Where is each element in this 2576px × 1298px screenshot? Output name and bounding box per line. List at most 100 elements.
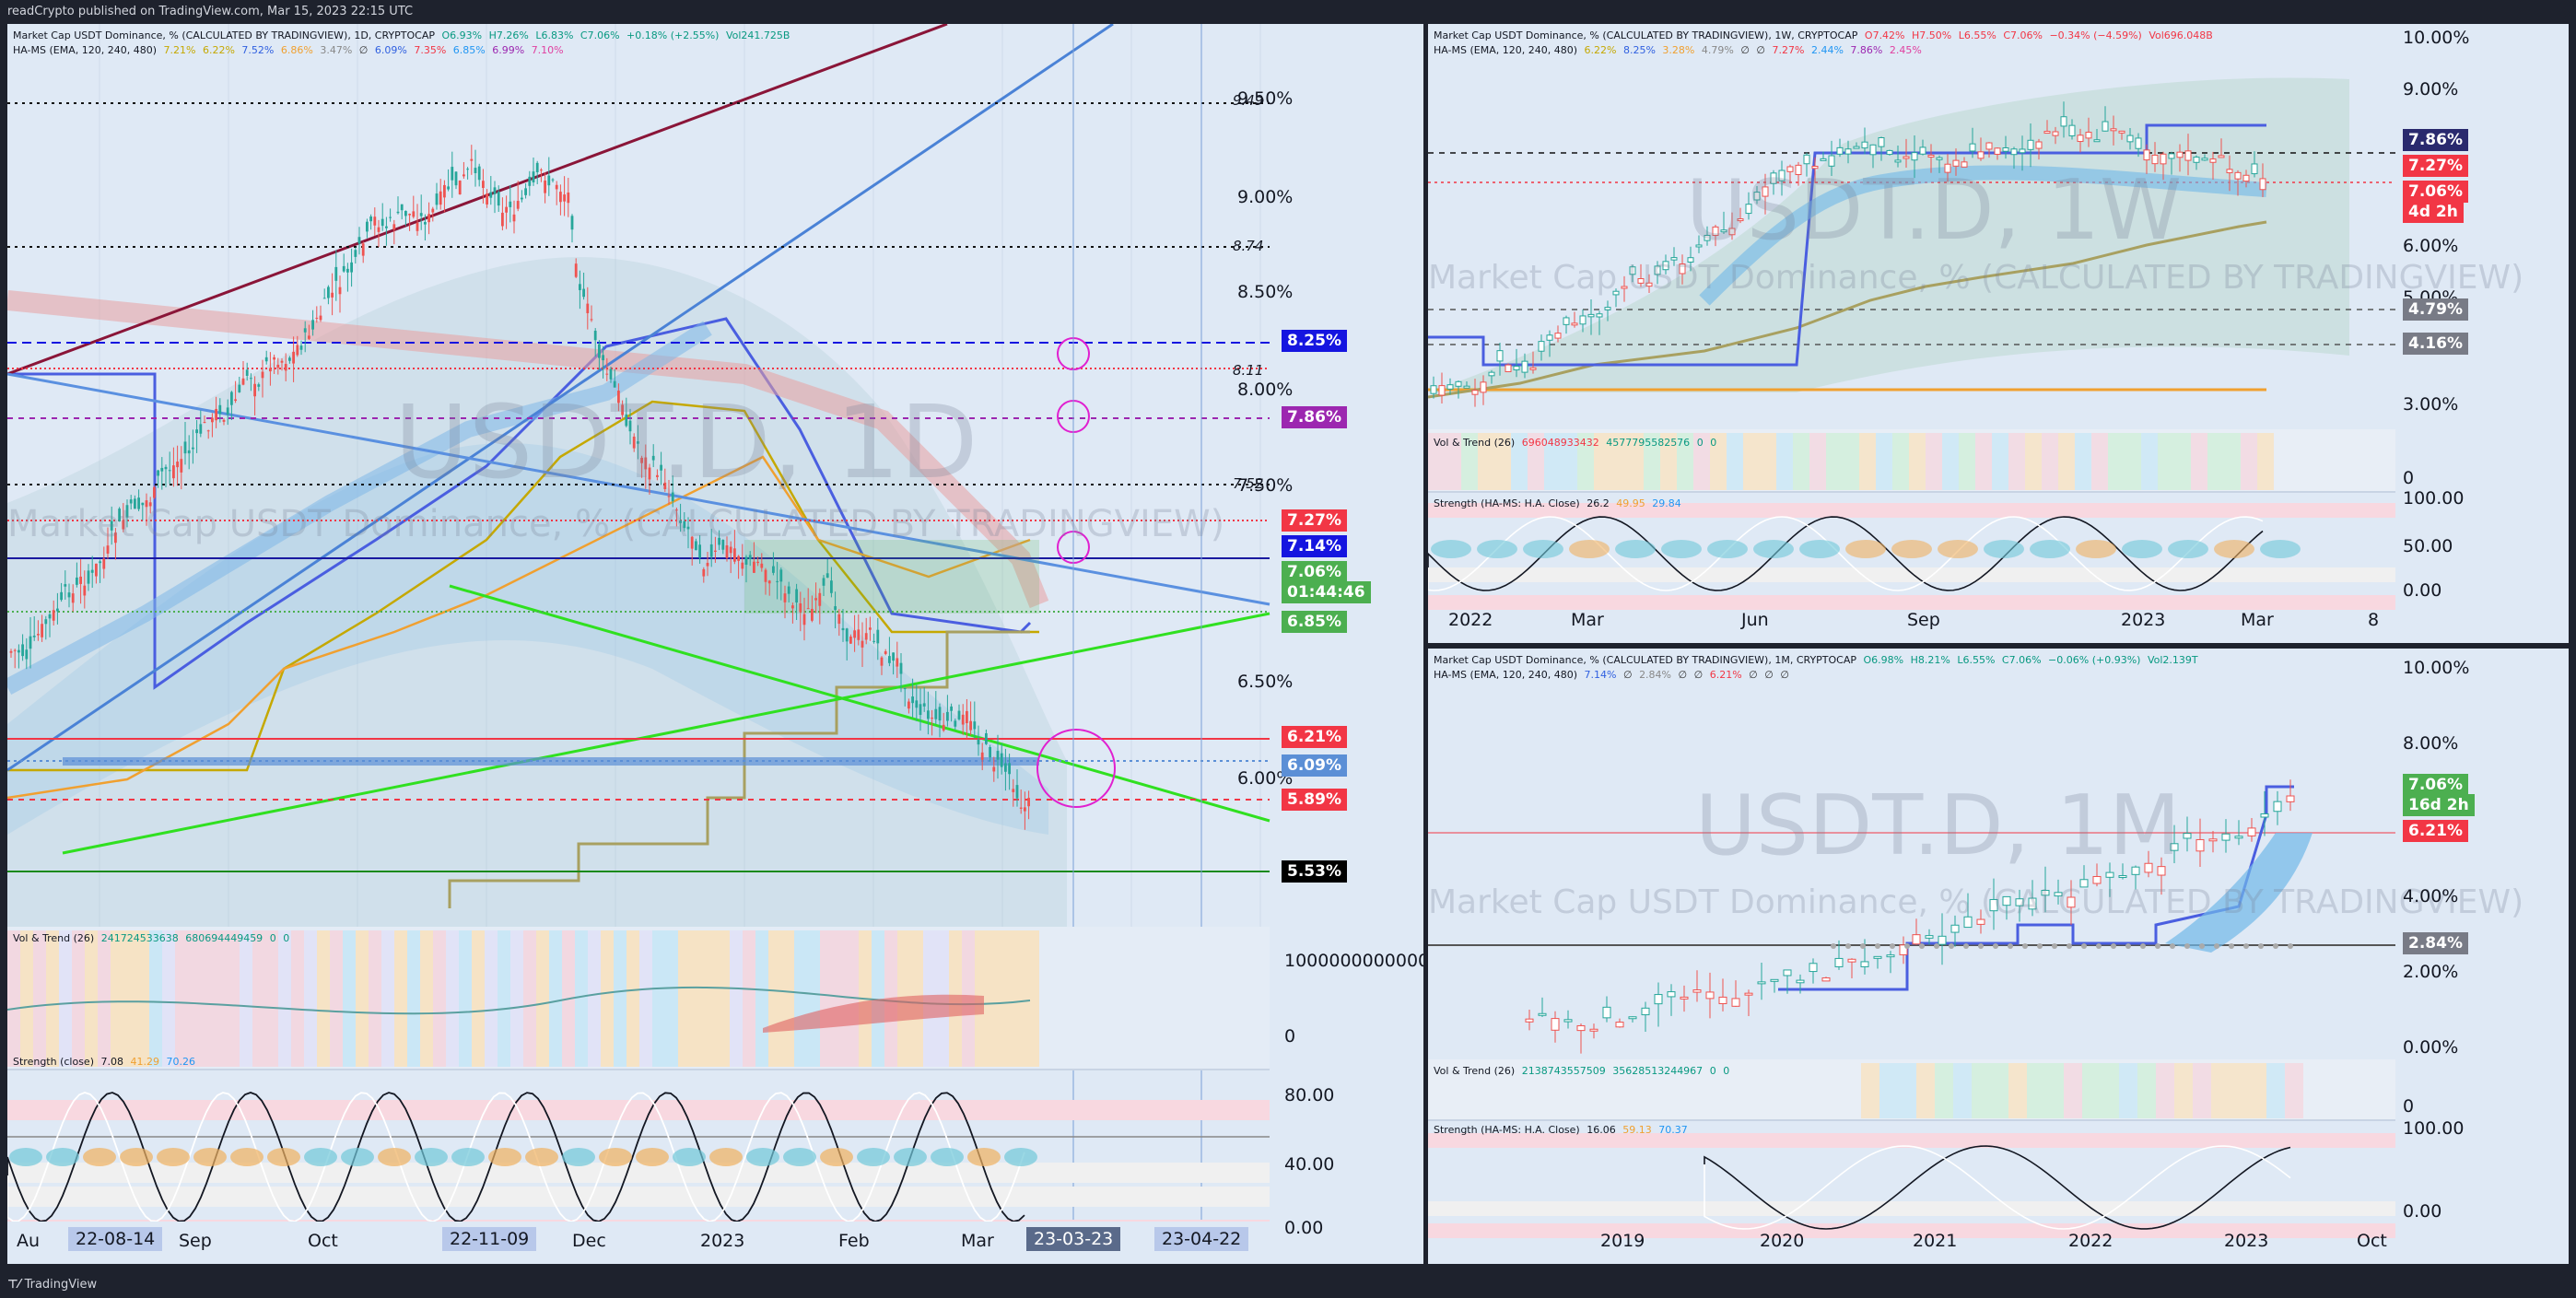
- candle-body: [535, 162, 539, 173]
- volume-bg-bar: [1972, 1063, 1990, 1118]
- monthly-hams-name: HA-MS (EMA, 120, 240, 480): [1434, 669, 1578, 681]
- daily-header-hams: HA-MS (EMA, 120, 240, 480) 7.21% 6.22% 7…: [13, 44, 564, 56]
- candle-body: [1720, 229, 1727, 233]
- volume-bg-bar: [1660, 433, 1677, 490]
- candle-body: [524, 188, 527, 195]
- candle-body: [1662, 261, 1669, 271]
- candle-body: [651, 455, 655, 461]
- candle-body: [1019, 807, 1023, 809]
- candle-body: [532, 171, 535, 182]
- candle-body: [516, 201, 520, 209]
- strength-blob: [9, 1148, 42, 1166]
- hams-v5: 3.47%: [320, 44, 353, 56]
- vol-v4: 0: [1710, 437, 1717, 449]
- footer-bar: ⊤⁄ TradingView: [0, 1271, 2576, 1298]
- marker-circle: [1036, 729, 1116, 808]
- dot-marker: [1963, 943, 1969, 949]
- daily-vol-header: Vol & Trend (26) 241724533638 6806944494…: [13, 932, 289, 944]
- strength-blob: [1661, 540, 1702, 558]
- weekly-close: C7.06%: [2003, 29, 2043, 41]
- candle-body: [1596, 313, 1603, 318]
- strength-blob: [1477, 540, 1517, 558]
- volume-bg-bar: [1610, 433, 1627, 490]
- candle-body: [56, 608, 59, 612]
- candle-body: [1687, 257, 1694, 263]
- strength-blob: [120, 1148, 153, 1166]
- candle-body: [1963, 916, 1973, 929]
- volume-bg-bar: [1935, 1063, 1953, 1118]
- candle-body: [230, 392, 233, 405]
- candle-body: [157, 470, 159, 476]
- volume-bg-bar: [343, 930, 356, 1067]
- candle-body: [2092, 875, 2102, 884]
- volume-bg-bar: [794, 930, 807, 1067]
- volume-bg-bar: [20, 930, 33, 1067]
- candle-body: [505, 206, 508, 213]
- daily-axis-label: 6.00%: [1237, 768, 1294, 789]
- candle-body: [215, 408, 217, 421]
- candle-body: [1836, 146, 1844, 155]
- weekly-chart-canvas[interactable]: [1428, 24, 2569, 643]
- weekly-strength-axis: 50.00: [2403, 536, 2453, 556]
- candle-body: [172, 465, 175, 479]
- volume-bg-bar: [1876, 433, 1892, 490]
- hams-v4: 6.86%: [280, 44, 313, 56]
- monthly-tag-2.84: 2.84%: [2403, 932, 2468, 954]
- candle-body: [795, 589, 798, 602]
- candle-body: [2002, 895, 2011, 906]
- dot-marker: [1845, 943, 1851, 949]
- strength-label: Strength (close): [13, 1056, 94, 1068]
- candle-body: [822, 578, 825, 586]
- candle-body: [1430, 385, 1437, 394]
- volume-bg-bar: [188, 930, 201, 1067]
- candle-body: [1873, 955, 1882, 959]
- vol-v3: 0: [1696, 437, 1704, 449]
- vol-axis-label: 0: [1284, 1026, 1296, 1047]
- monthly-chart-panel[interactable]: USDT.D, 1M Market Cap USDT Dominance, % …: [1428, 649, 2569, 1264]
- candle-body: [141, 502, 145, 506]
- dot-marker: [2258, 943, 2264, 949]
- daily-strength-header: Strength (close) 7.08 41.29 70.26: [13, 1056, 195, 1068]
- daily-chart-panel[interactable]: USDT.D, 1D Market Cap USDT Dominance, % …: [7, 24, 1423, 1264]
- candle-body: [590, 319, 593, 321]
- monthly-chart-canvas[interactable]: [1428, 649, 2569, 1264]
- candle-body: [2251, 163, 2258, 175]
- candle-body: [737, 555, 740, 561]
- volume-bg-bar: [2174, 1063, 2193, 1118]
- weekly-change: −0.34% (−4.59%): [2049, 29, 2142, 41]
- candle-body: [1024, 807, 1026, 812]
- strength-line: [1704, 1145, 2291, 1230]
- monthly-axis-label: 10.00%: [2403, 658, 2470, 678]
- hams-v8: ∅: [1764, 669, 1774, 681]
- candle-body: [718, 537, 720, 545]
- candle-body: [493, 187, 497, 194]
- volume-bg-bar: [1942, 433, 1959, 490]
- candle-body: [977, 740, 980, 745]
- candle-body: [1027, 798, 1030, 807]
- weekly-chart-panel[interactable]: USDT.D, 1W Market Cap USDT Dominance, % …: [1428, 24, 2569, 643]
- ema-band-blue: [7, 321, 712, 695]
- volume-bg-bar: [2064, 1063, 2082, 1118]
- candle-body: [183, 441, 187, 454]
- volume-bg-bar: [2082, 1063, 2101, 1118]
- strength-band: [7, 1187, 1270, 1207]
- footer-logo-text: TradingView: [24, 1278, 98, 1292]
- volume-bg-bar: [1677, 433, 1693, 490]
- candle-body: [1894, 159, 1902, 163]
- volume-bg-bar: [201, 930, 214, 1067]
- candle-body: [377, 227, 381, 232]
- candle-body: [1692, 989, 1702, 993]
- volume-bg-bar: [1511, 433, 1528, 490]
- candle-body: [381, 218, 384, 227]
- dot-marker: [1978, 943, 1984, 949]
- candle-body: [1563, 1019, 1573, 1023]
- candle-body: [2010, 148, 2018, 156]
- candle-body: [2168, 153, 2175, 159]
- dot-marker: [2184, 943, 2190, 949]
- candle-body: [779, 569, 783, 582]
- candle-body: [134, 498, 136, 509]
- hams-v8: 2.44%: [1810, 44, 1844, 56]
- volume-bg-bar: [1461, 433, 1478, 490]
- candle-body: [1505, 364, 1512, 372]
- daily-chart-canvas[interactable]: [7, 24, 1423, 1264]
